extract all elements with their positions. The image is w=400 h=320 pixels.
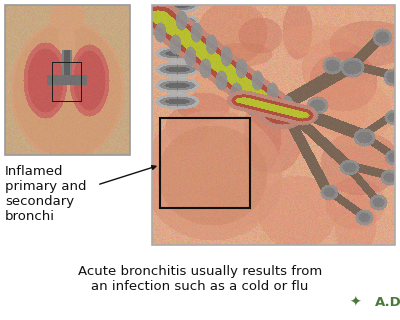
Bar	[160, 118, 250, 208]
Bar	[5, 5, 130, 155]
Text: Acute bronchitis usually results from: Acute bronchitis usually results from	[78, 265, 322, 278]
Bar	[152, 5, 395, 245]
Text: ✦: ✦	[349, 296, 361, 310]
Text: A.D.A.M.: A.D.A.M.	[375, 297, 400, 309]
Text: an infection such as a cold or flu: an infection such as a cold or flu	[91, 280, 309, 293]
Text: Inflamed
primary and
secondary
bronchi: Inflamed primary and secondary bronchi	[5, 165, 86, 223]
